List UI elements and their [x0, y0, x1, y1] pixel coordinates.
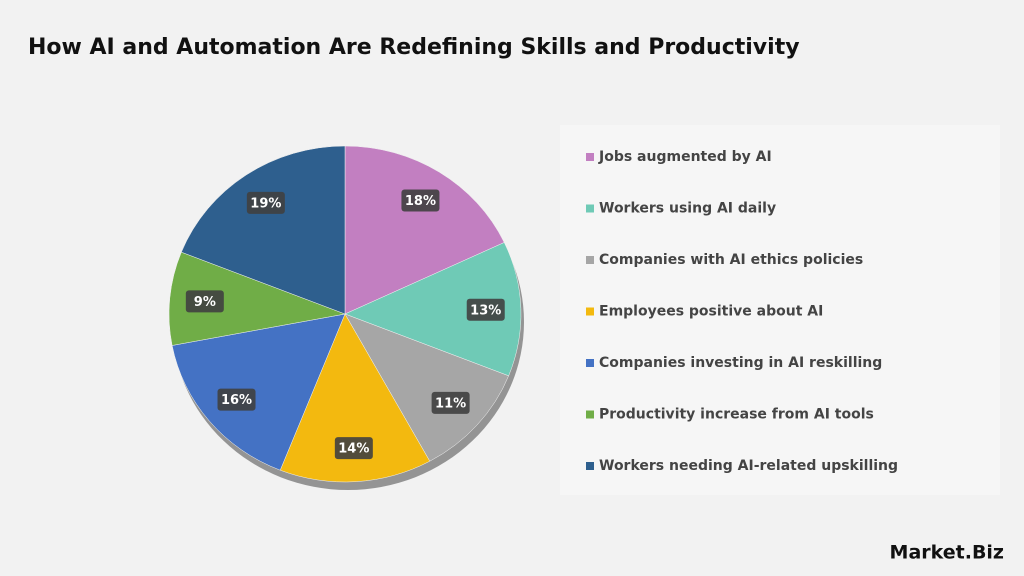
- value-label-box: [185, 290, 224, 313]
- legend-label: Workers needing AI-related upskilling: [599, 458, 898, 474]
- legend-panel: [560, 125, 1000, 495]
- value-label-box: [217, 388, 256, 411]
- legend-label: Companies investing in AI reskilling: [599, 355, 882, 371]
- pie-slice: [181, 145, 346, 315]
- value-label-box: [466, 298, 505, 321]
- chart-title: How AI and Automation Are Redefining Ski…: [28, 35, 800, 60]
- value-label: 9%: [194, 295, 216, 310]
- value-label: 13%: [470, 303, 501, 318]
- legend-swatch: [586, 153, 594, 161]
- legend-swatch: [586, 204, 594, 213]
- value-label: 19%: [250, 196, 281, 211]
- value-label-box: [334, 437, 373, 460]
- legend-swatch: [586, 462, 594, 470]
- legend-label: Productivity increase from AI tools: [599, 407, 874, 423]
- legend-swatch: [586, 359, 594, 367]
- value-label: 16%: [221, 393, 252, 408]
- legend-label: Workers using AI daily: [599, 201, 776, 217]
- pie-slice: [168, 251, 346, 346]
- value-label: 11%: [435, 396, 466, 411]
- legend-swatch: [586, 256, 594, 264]
- legend-swatch: [586, 307, 594, 316]
- pie-slice: [344, 313, 509, 462]
- legend-label: Employees positive about AI: [599, 304, 823, 320]
- value-label-box: [246, 191, 285, 214]
- value-label-box: [401, 189, 440, 212]
- legend-swatch: [586, 410, 594, 419]
- value-label: 18%: [405, 194, 436, 209]
- pie-slice: [279, 313, 431, 483]
- logo: Market.Biz: [890, 542, 1004, 564]
- legend-label: Jobs augmented by AI: [598, 149, 772, 165]
- value-label-box: [431, 391, 470, 414]
- pie-slice: [344, 145, 505, 315]
- value-label: 14%: [338, 442, 369, 457]
- legend-label: Companies with AI ethics policies: [599, 252, 863, 268]
- pie-slice: [344, 242, 522, 377]
- pie-slice: [171, 313, 346, 471]
